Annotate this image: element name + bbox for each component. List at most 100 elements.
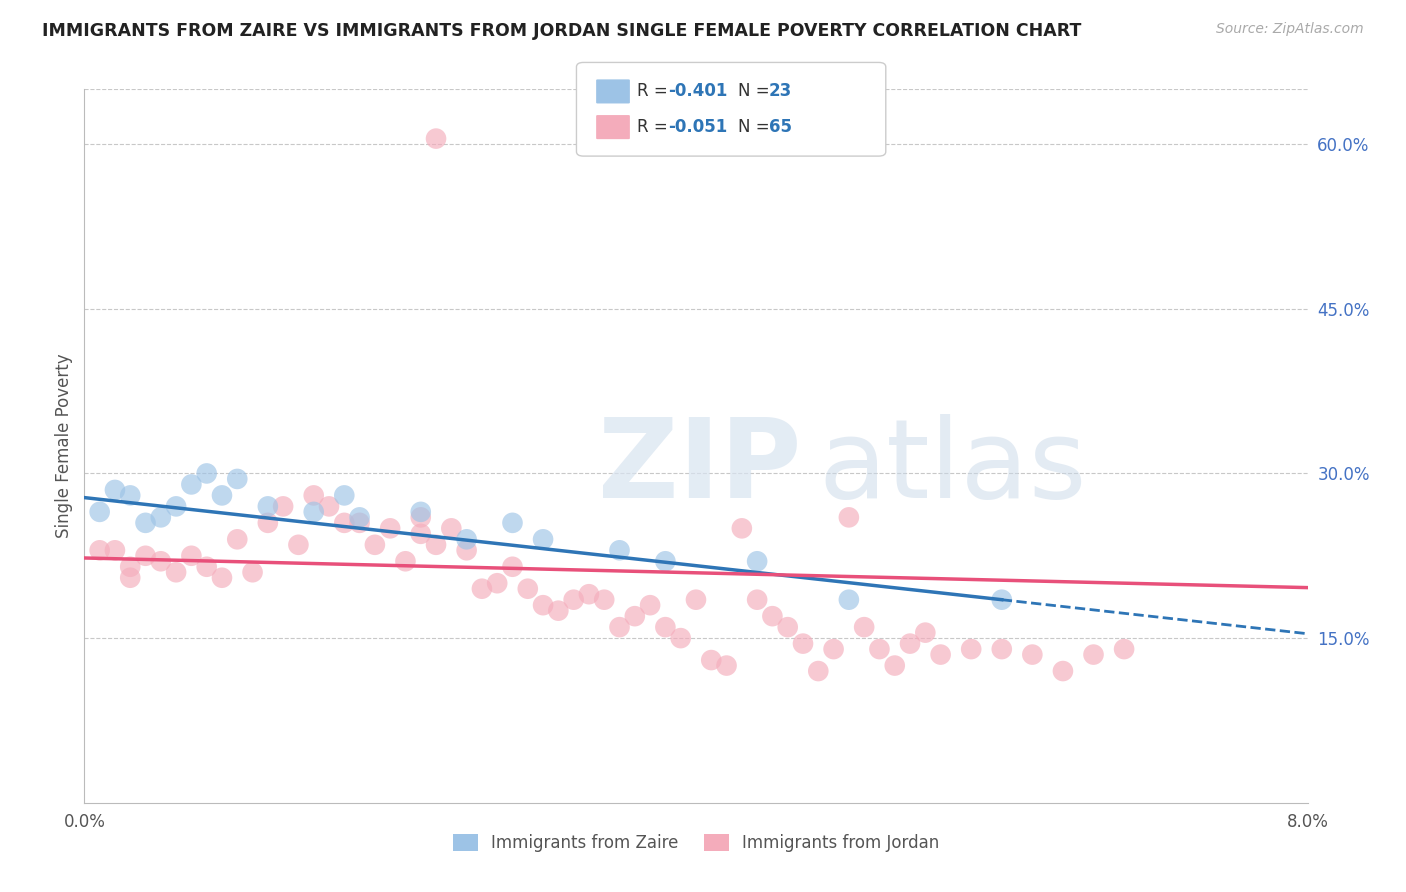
Point [287, 538, 309, 552]
Point [578, 587, 600, 601]
Point [898, 637, 921, 651]
Point [165, 500, 187, 514]
Point [593, 592, 616, 607]
Point [914, 625, 936, 640]
Point [747, 592, 769, 607]
Point [1021, 648, 1043, 662]
Point [165, 566, 187, 580]
Point [853, 620, 876, 634]
Point [257, 516, 280, 530]
Point [654, 554, 676, 568]
Point [349, 516, 371, 530]
Point [638, 598, 661, 612]
Point [869, 642, 891, 657]
Point [394, 554, 416, 568]
Point [89, 505, 111, 519]
Point [380, 521, 402, 535]
Point [456, 543, 478, 558]
Text: R =: R = [637, 82, 673, 100]
Point [731, 521, 754, 535]
Point [104, 543, 127, 558]
Point [486, 576, 509, 591]
Legend: Immigrants from Zaire, Immigrants from Jordan: Immigrants from Zaire, Immigrants from J… [446, 827, 946, 859]
Point [180, 549, 202, 563]
Point [349, 510, 371, 524]
Text: 23: 23 [769, 82, 793, 100]
Point [89, 543, 111, 558]
Text: Source: ZipAtlas.com: Source: ZipAtlas.com [1216, 22, 1364, 37]
Point [562, 592, 585, 607]
Point [104, 483, 127, 497]
Point [333, 488, 356, 502]
Point [761, 609, 783, 624]
Point [149, 554, 172, 568]
Point [120, 488, 142, 502]
Point [960, 642, 983, 657]
Text: 65: 65 [769, 118, 792, 136]
Text: ZIP: ZIP [598, 414, 801, 521]
Point [211, 571, 233, 585]
Text: N =: N = [738, 118, 775, 136]
Point [226, 472, 249, 486]
Point [747, 554, 769, 568]
Point [471, 582, 494, 596]
Point [211, 488, 233, 502]
Point [531, 598, 554, 612]
Point [271, 500, 294, 514]
Text: -0.051: -0.051 [668, 118, 727, 136]
Point [516, 582, 538, 596]
Point [302, 505, 325, 519]
Point [700, 653, 723, 667]
Text: atlas: atlas [818, 414, 1087, 521]
Point [823, 642, 845, 657]
Point [929, 648, 952, 662]
Point [120, 571, 142, 585]
Point [135, 516, 157, 530]
Point [838, 592, 860, 607]
Point [456, 533, 478, 547]
Point [333, 516, 356, 530]
Point [685, 592, 707, 607]
Point [716, 658, 738, 673]
Point [302, 488, 325, 502]
Text: -0.401: -0.401 [668, 82, 727, 100]
Point [242, 566, 264, 580]
Point [409, 505, 432, 519]
Text: IMMIGRANTS FROM ZAIRE VS IMMIGRANTS FROM JORDAN SINGLE FEMALE POVERTY CORRELATIO: IMMIGRANTS FROM ZAIRE VS IMMIGRANTS FROM… [42, 22, 1081, 40]
Point [409, 510, 432, 524]
Point [135, 549, 157, 563]
Point [1114, 642, 1136, 657]
Point [1052, 664, 1074, 678]
Point [364, 538, 387, 552]
Point [502, 559, 524, 574]
Point [547, 604, 569, 618]
Point [776, 620, 799, 634]
Text: N =: N = [738, 82, 775, 100]
Point [609, 620, 631, 634]
Y-axis label: Single Female Poverty: Single Female Poverty [55, 354, 73, 538]
Point [1083, 648, 1105, 662]
Point [195, 559, 218, 574]
Point [609, 543, 631, 558]
Point [792, 637, 814, 651]
Point [502, 516, 524, 530]
Point [149, 510, 172, 524]
Point [180, 477, 202, 491]
Point [226, 533, 249, 547]
Point [195, 467, 218, 481]
Point [991, 592, 1014, 607]
Point [440, 521, 463, 535]
Point [654, 620, 676, 634]
Point [883, 658, 905, 673]
Point [409, 526, 432, 541]
Point [120, 559, 142, 574]
Text: R =: R = [637, 118, 673, 136]
Point [257, 500, 280, 514]
Point [318, 500, 340, 514]
Point [669, 631, 692, 645]
Point [807, 664, 830, 678]
Point [425, 538, 447, 552]
Point [991, 642, 1014, 657]
Point [838, 510, 860, 524]
Point [425, 131, 447, 145]
